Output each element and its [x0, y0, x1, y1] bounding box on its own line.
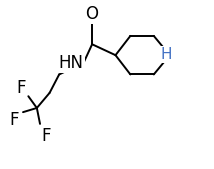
Text: F: F	[10, 111, 19, 129]
Text: F: F	[42, 127, 51, 145]
Text: HN: HN	[58, 54, 83, 72]
Text: H: H	[161, 47, 172, 62]
Text: O: O	[86, 5, 99, 23]
Text: F: F	[16, 79, 26, 97]
